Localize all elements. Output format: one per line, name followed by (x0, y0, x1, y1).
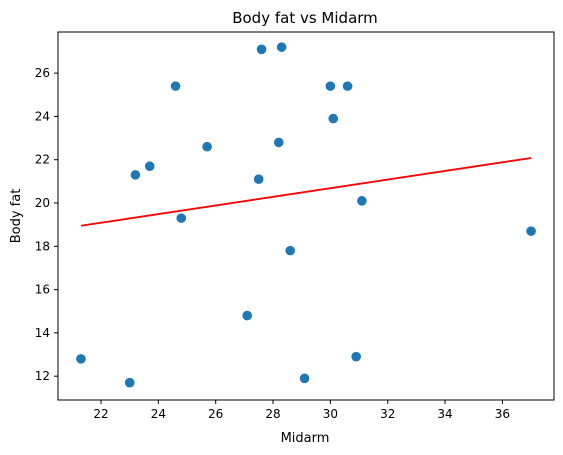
data-point (357, 196, 367, 206)
y-axis-label: Body fat (9, 189, 24, 244)
data-point (526, 226, 536, 236)
data-point (328, 113, 339, 124)
data-point (242, 310, 253, 321)
data-point (285, 245, 296, 256)
x-tick-label: 26 (208, 407, 223, 421)
data-point (76, 354, 86, 364)
x-tick-label: 24 (151, 407, 166, 421)
x-tick-label: 36 (495, 407, 510, 421)
x-axis-label: Midarm (281, 431, 330, 446)
data-point (299, 373, 310, 384)
x-tick-label: 22 (93, 407, 108, 421)
data-point (144, 161, 155, 172)
plot-area (57, 31, 555, 401)
data-point (342, 81, 353, 91)
regression-line-group (80, 157, 532, 227)
y-axis-ticks: 12 14 16 18 20 22 24 26 (35, 66, 58, 383)
y-tick-label: 26 (35, 66, 50, 80)
x-tick-label: 32 (380, 407, 395, 421)
data-points (76, 42, 536, 388)
y-tick-label: 14 (35, 326, 50, 340)
x-tick-label: 34 (437, 407, 452, 421)
regression-line (80, 157, 532, 227)
x-tick-label: 28 (265, 407, 280, 421)
y-tick-label: 22 (35, 153, 50, 167)
y-tick-label: 16 (35, 283, 50, 297)
y-tick-label: 24 (35, 109, 50, 123)
data-point (253, 174, 264, 184)
y-tick-label: 20 (35, 196, 50, 210)
data-point (276, 42, 287, 52)
data-point (170, 81, 181, 91)
data-point (202, 141, 212, 152)
y-tick-label: 12 (35, 369, 50, 383)
data-point (273, 137, 284, 148)
data-point (256, 44, 267, 55)
data-point (176, 213, 187, 223)
x-axis-ticks: 22 24 26 28 30 32 34 36 (93, 400, 510, 421)
x-tick-label: 30 (323, 407, 338, 421)
data-point (130, 170, 141, 180)
y-tick-label: 18 (35, 239, 50, 253)
data-point (351, 351, 361, 362)
data-point (325, 81, 336, 91)
chart-title: Body fat vs Midarm (232, 9, 378, 27)
data-point (124, 377, 135, 388)
